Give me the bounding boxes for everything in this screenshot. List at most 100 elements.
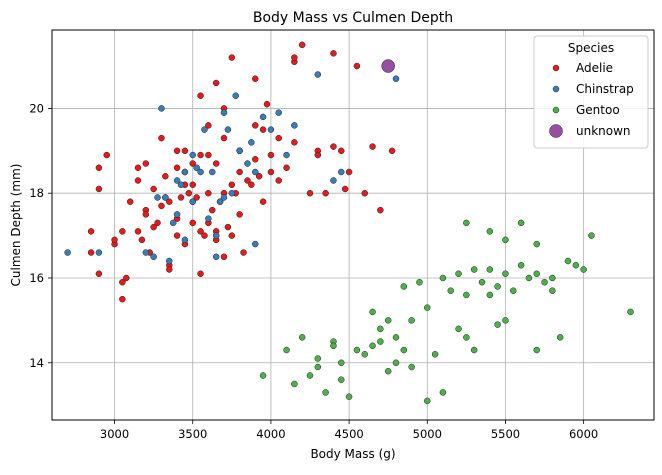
data-point-adelie xyxy=(103,151,110,159)
data-point-chinstrap xyxy=(205,215,212,222)
data-point-gentoo xyxy=(314,363,322,371)
data-point-chinstrap xyxy=(244,160,251,167)
data-point-adelie xyxy=(314,151,322,159)
data-point-gentoo xyxy=(361,351,368,358)
data-point-adelie xyxy=(134,228,142,235)
legend-marker-chinstrap xyxy=(552,85,560,93)
data-point-gentoo xyxy=(556,334,564,341)
data-point-gentoo xyxy=(259,372,267,379)
data-point-gentoo xyxy=(408,317,415,324)
data-point-chinstrap xyxy=(291,122,298,129)
legend: Species Adelie Chinstrap Gentoo unknown xyxy=(533,35,649,149)
data-point-chinstrap xyxy=(193,164,200,172)
data-point-adelie xyxy=(177,194,185,201)
data-point-chinstrap xyxy=(158,105,165,112)
data-point-chinstrap xyxy=(248,139,255,146)
data-point-chinstrap xyxy=(177,181,185,188)
data-point-adelie xyxy=(388,147,396,155)
data-point-gentoo xyxy=(408,363,415,371)
data-point-gentoo xyxy=(431,351,439,358)
data-point-gentoo xyxy=(486,266,494,273)
x-tick-label: 4000 xyxy=(256,427,285,441)
data-point-gentoo xyxy=(470,266,478,273)
legend-box xyxy=(533,35,649,149)
data-point-gentoo xyxy=(463,334,470,341)
data-point-chinstrap xyxy=(201,126,208,133)
data-point-chinstrap xyxy=(224,126,232,133)
data-point-gentoo xyxy=(322,389,329,396)
data-point-adelie xyxy=(189,160,196,167)
data-point-adelie xyxy=(263,100,271,108)
data-point-gentoo xyxy=(549,287,556,294)
data-point-gentoo xyxy=(517,219,525,227)
data-point-gentoo xyxy=(392,359,400,367)
data-point-adelie xyxy=(306,189,314,197)
data-point-adelie xyxy=(119,278,126,286)
data-point-adelie xyxy=(201,232,208,239)
data-point-gentoo xyxy=(455,325,462,333)
data-point-adelie xyxy=(244,177,251,184)
data-point-chinstrap xyxy=(64,249,71,256)
data-point-chinstrap xyxy=(236,147,243,155)
legend-label-gentoo: Gentoo xyxy=(576,103,620,117)
data-point-adelie xyxy=(111,236,118,244)
legend-entries: Adelie Chinstrap Gentoo unknown xyxy=(549,61,634,138)
data-point-adelie xyxy=(248,181,255,188)
data-point-adelie xyxy=(330,50,337,57)
data-point-gentoo xyxy=(330,342,337,350)
data-point-adelie xyxy=(158,134,165,142)
data-point-adelie xyxy=(259,198,267,205)
data-point-chinstrap xyxy=(232,92,239,99)
data-point-chinstrap xyxy=(259,113,267,121)
data-point-adelie xyxy=(240,249,247,256)
data-point-adelie xyxy=(142,160,150,167)
data-point-chinstrap xyxy=(142,249,150,256)
data-point-adelie xyxy=(361,189,368,197)
data-point-adelie xyxy=(228,232,236,239)
data-point-gentoo xyxy=(424,304,431,311)
data-point-gentoo xyxy=(486,291,494,299)
data-point-adelie xyxy=(197,228,204,235)
data-point-adelie xyxy=(236,168,243,176)
data-point-adelie xyxy=(275,134,282,142)
data-point-adelie xyxy=(197,151,204,159)
data-point-chinstrap xyxy=(220,109,228,116)
data-point-gentoo xyxy=(588,232,595,239)
data-point-adelie xyxy=(259,126,267,133)
data-point-chinstrap xyxy=(220,194,228,201)
data-point-adelie xyxy=(138,236,146,244)
data-point-adelie xyxy=(87,228,95,235)
data-point-adelie xyxy=(255,173,263,180)
data-point-gentoo xyxy=(470,346,478,354)
data-point-adelie xyxy=(267,151,275,159)
data-point-adelie xyxy=(252,156,259,163)
data-point-gentoo xyxy=(517,262,525,269)
data-point-chinstrap xyxy=(275,109,282,116)
data-point-gentoo xyxy=(439,274,447,282)
data-point-gentoo xyxy=(564,257,572,265)
data-point-chinstrap xyxy=(181,236,189,244)
data-point-adelie xyxy=(330,143,337,150)
data-point-adelie xyxy=(197,92,204,99)
points xyxy=(64,41,634,405)
data-point-adelie xyxy=(173,164,181,172)
data-point-chinstrap xyxy=(154,194,161,201)
data-point-gentoo xyxy=(494,283,501,290)
data-point-chinstrap xyxy=(338,168,345,176)
data-point-gentoo xyxy=(283,346,290,354)
data-point-gentoo xyxy=(291,380,298,388)
x-tick-label: 5000 xyxy=(413,427,442,441)
chart-title: Body Mass vs Culmen Depth xyxy=(253,10,453,26)
data-point-chinstrap xyxy=(252,168,259,176)
data-point-adelie xyxy=(291,139,298,146)
data-point-chinstrap xyxy=(216,198,224,205)
data-point-adelie xyxy=(119,295,126,303)
data-point-chinstrap xyxy=(173,177,181,184)
data-point-adelie xyxy=(341,185,349,193)
data-point-gentoo xyxy=(400,346,408,354)
data-point-adelie xyxy=(236,211,243,218)
legend-label-adelie: Adelie xyxy=(576,61,613,75)
data-point-gentoo xyxy=(377,338,384,345)
data-point-adelie xyxy=(377,206,384,214)
data-point-adelie xyxy=(123,274,130,282)
